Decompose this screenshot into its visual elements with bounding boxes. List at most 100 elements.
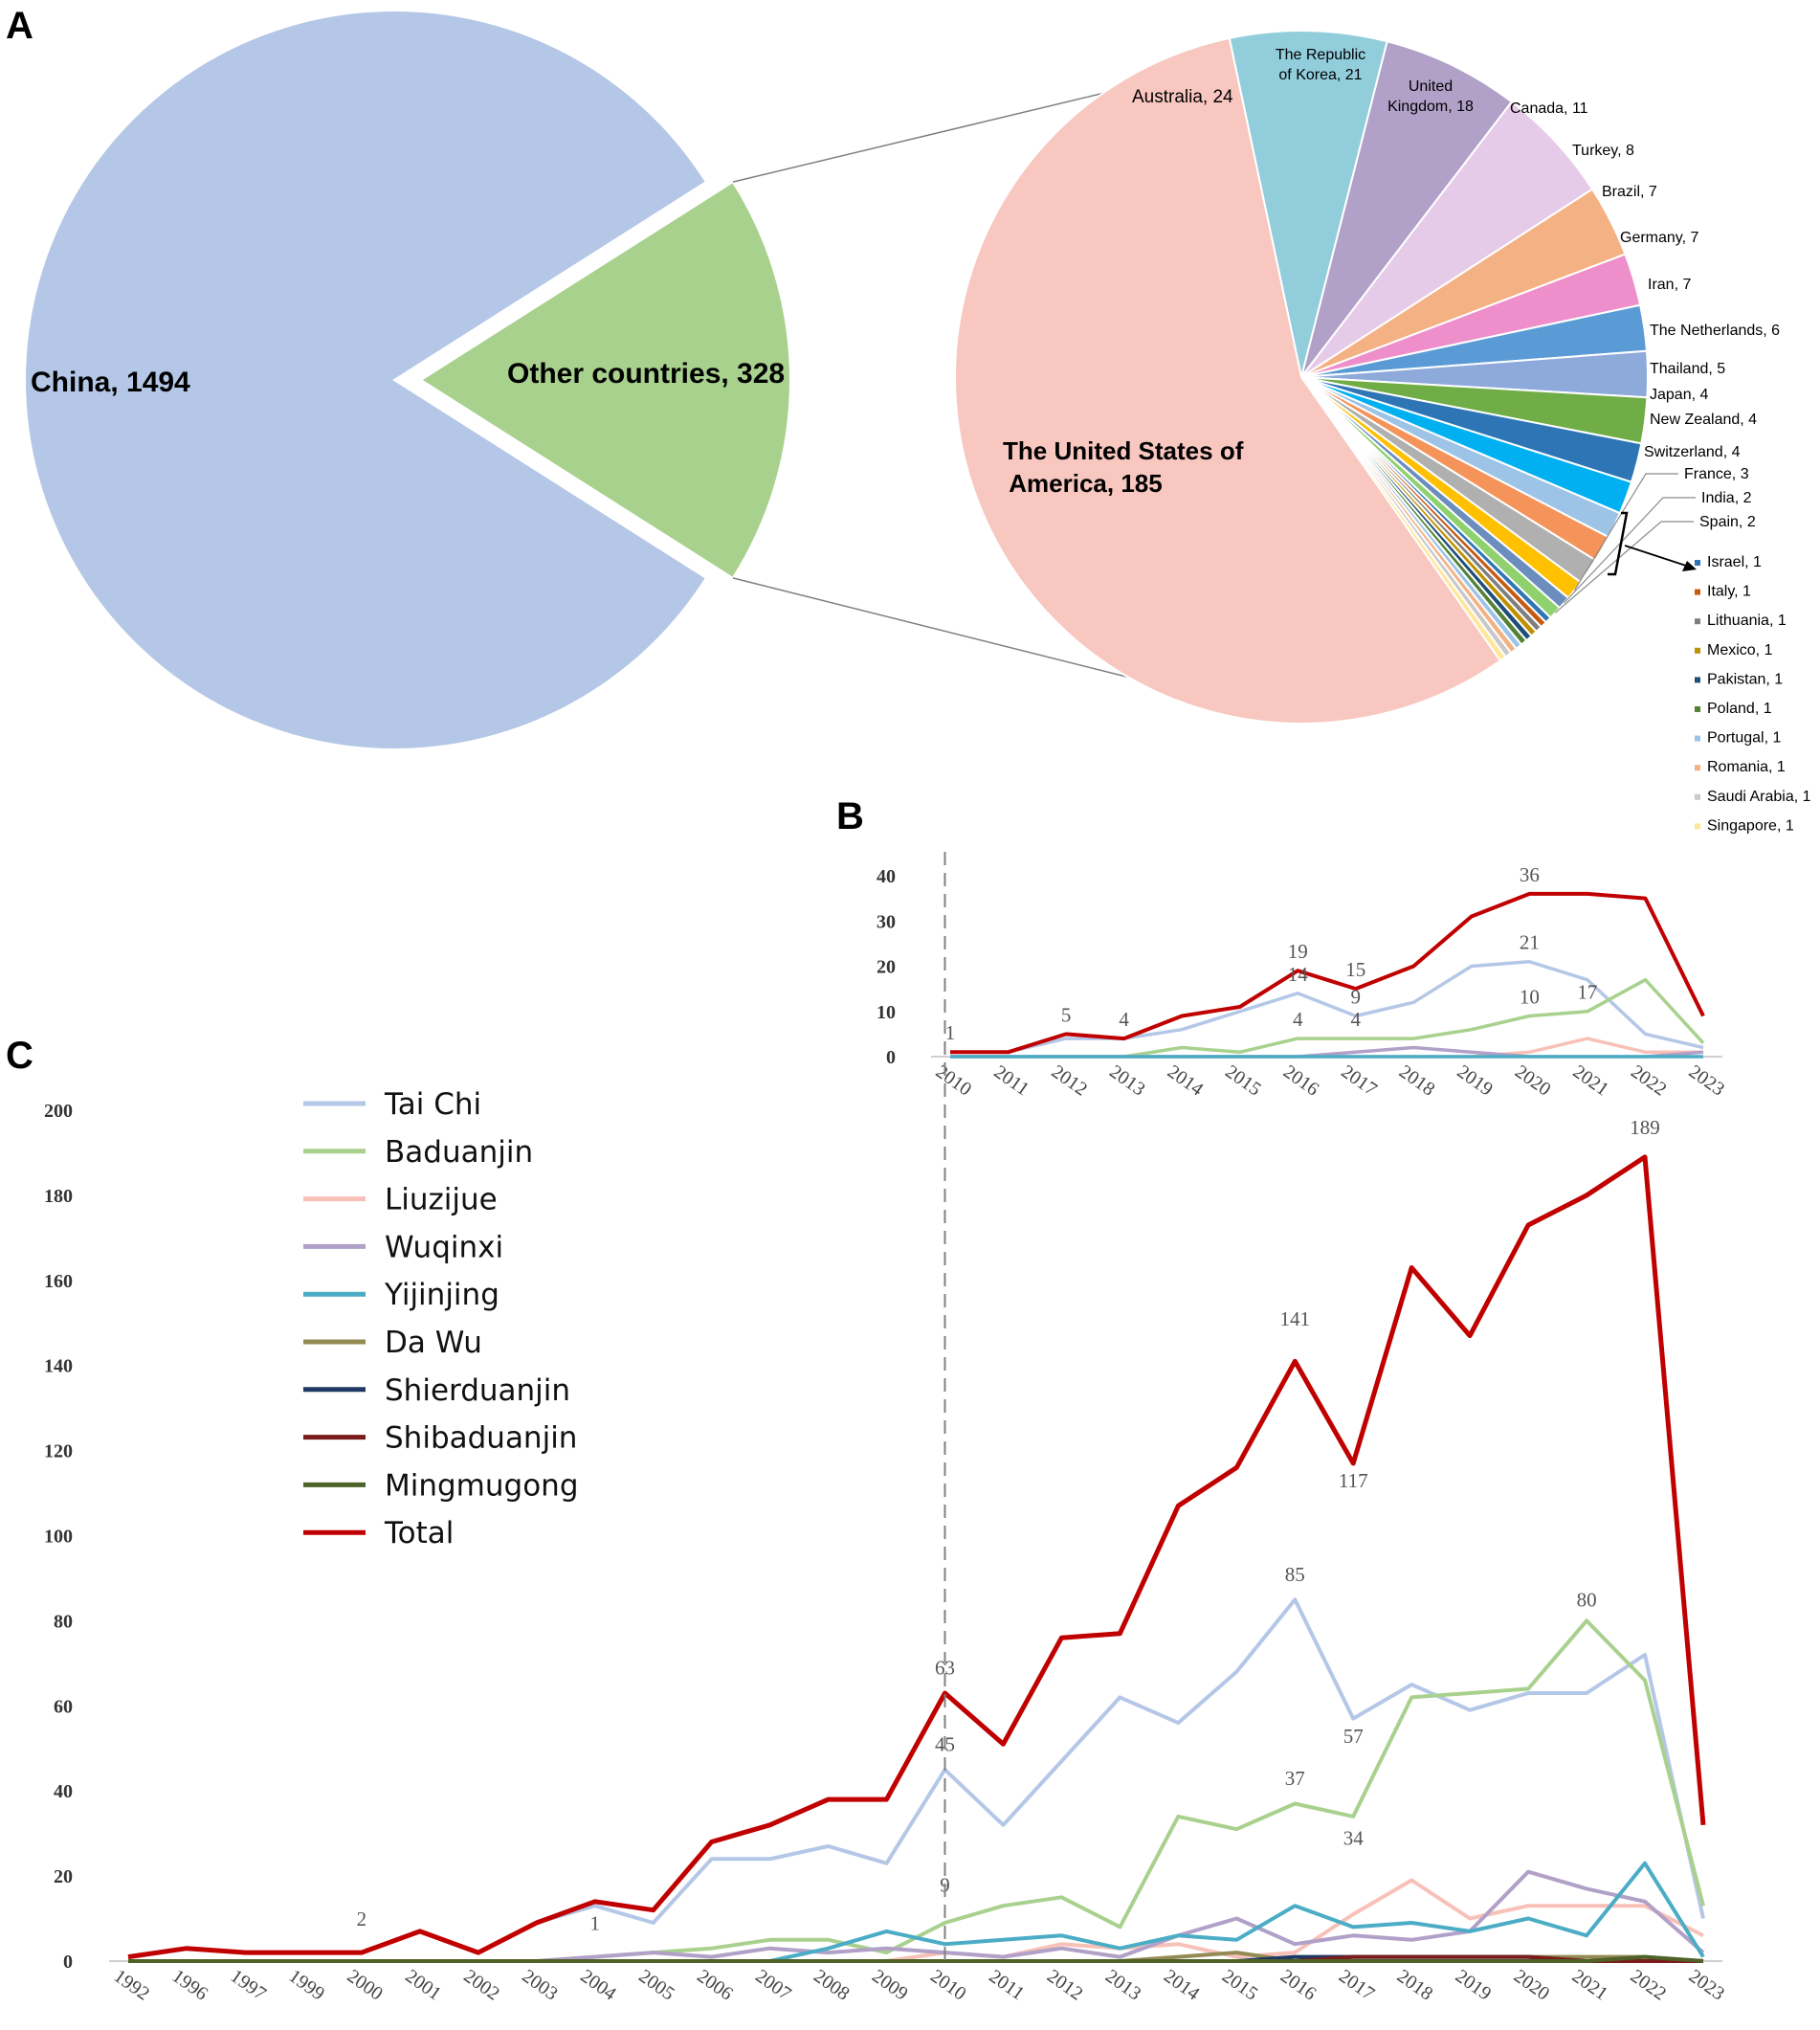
panel-b-line-chart: 0 10 20 30 40 2010 2011 2012 2013 2014 2015 2016 201… (877, 863, 1728, 1101)
c-data-label-4: 63 (935, 1657, 955, 1680)
b-x-tick-2019: 2019 (1454, 1061, 1497, 1101)
legend-label-baduanjin: Baduanjin (385, 1135, 533, 1170)
legend-swatch-romania (1695, 765, 1700, 771)
c-y-tick-140: 140 (44, 1356, 73, 1377)
c-x-tick-2011: 2011 (985, 1966, 1028, 2005)
pie-label-turkey: Turkey, 8 (1572, 143, 1634, 159)
legend-label-saudi-arabia: Saudi Arabia, 1 (1707, 789, 1811, 805)
c-x-tick-1999: 1999 (285, 1966, 328, 2005)
legend-label-total: Total (384, 1516, 454, 1550)
pie-label-india: India, 2 (1701, 490, 1752, 506)
c-data-label-8: 57 (1343, 1725, 1364, 1748)
legend-swatch-poland (1695, 706, 1700, 712)
legend-label-israel: Israel, 1 (1707, 554, 1762, 570)
legend-label-yijinjing: Yijinjing (384, 1278, 499, 1312)
b-data-label-11: 10 (1520, 985, 1540, 1008)
b-x-tick-2013: 2013 (1105, 1061, 1148, 1101)
c-data-label-9: 37 (1285, 1767, 1305, 1790)
legend-label-mexico: Mexico, 1 (1707, 642, 1773, 658)
c-data-label-6: 117 (1339, 1469, 1368, 1492)
pie-label-japan: Japan, 4 (1650, 387, 1708, 403)
small-countries-legend: Israel, 1 Italy, 1 Lithuania, 1 Mexico, 1 Pa… (1695, 554, 1811, 834)
pie-label-united-kingdom: United Kingdom, 18 (1387, 78, 1474, 115)
pie-label-other-countries: Other countries, 328 (507, 358, 785, 390)
c-data-label-7: 85 (1285, 1563, 1305, 1586)
pie-slice-australia (1228, 29, 1388, 378)
legend-label-liuzijue: Liuzijue (385, 1183, 498, 1217)
pie-label-canada: Canada, 11 (1510, 100, 1588, 117)
b-x-tick-2010: 2010 (932, 1061, 975, 1101)
b-x-tick-2020: 2020 (1511, 1061, 1554, 1101)
legend-swatch-pakistan (1695, 677, 1700, 683)
b-data-label-6: 14 (1288, 963, 1309, 986)
legend-label-pakistan: Pakistan, 1 (1707, 671, 1783, 687)
legend-label-shibaduanjin: Shibaduanjin (385, 1421, 577, 1456)
b-x-tick-2015: 2015 (1221, 1061, 1264, 1101)
legend-label-wuqinxi: Wuqinxi (385, 1230, 503, 1264)
pie-slice-the-republic-of-korea (1300, 40, 1514, 378)
b-series-total (950, 891, 1705, 1055)
pie-label-germany: Germany, 7 (1620, 230, 1699, 246)
legend-label-mingmugong: Mingmugong (385, 1468, 579, 1503)
pie-label-the-united-states-of-america: The United States of America, 185 (1003, 436, 1244, 498)
c-series-mingmugong (128, 1954, 1704, 1963)
b-x-tick-2021: 2021 (1569, 1061, 1612, 1101)
c-x-tick-2021: 2021 (1568, 1966, 1611, 2005)
panel-label-b: B (836, 795, 864, 837)
c-x-tick-2008: 2008 (810, 1966, 853, 2005)
c-y-tick-0: 0 (63, 1952, 73, 1973)
c-data-label-1: 1 (589, 1911, 600, 1934)
panel-label-c: C (6, 1035, 33, 1077)
c-x-tick-2003: 2003 (518, 1966, 561, 2005)
c-x-tick-2015: 2015 (1218, 1966, 1261, 2005)
pie-label-thailand: Thailand, 5 (1650, 361, 1725, 377)
b-data-label-8: 21 (1520, 931, 1540, 954)
b-x-tick-2014: 2014 (1164, 1061, 1207, 1101)
pie-label-the-netherlands: The Netherlands, 6 (1650, 323, 1780, 339)
small-slices-arrowhead (1682, 561, 1697, 571)
pie-label-france: France, 3 (1684, 466, 1749, 482)
legend-swatch-lithuania (1695, 618, 1700, 625)
b-data-label-4: 15 (1345, 958, 1365, 981)
b-data-label-1: 5 (1061, 1003, 1072, 1026)
pie-label-brazil: Brazil, 7 (1602, 184, 1657, 200)
legend-label-da-wu: Da Wu (385, 1326, 482, 1360)
c-x-tick-2000: 2000 (344, 1966, 387, 2005)
b-y-tick-0: 0 (886, 1047, 896, 1068)
b-data-label-12: 17 (1577, 981, 1597, 1004)
other-countries-pie-chart: The United States of America, 185 Austral… (732, 29, 1780, 725)
b-x-tick-2017: 2017 (1338, 1061, 1381, 1101)
c-y-tick-100: 100 (44, 1527, 73, 1548)
overall-pie-chart: China, 1494 Other countries, 328 (24, 10, 791, 750)
b-y-tick-40: 40 (877, 866, 896, 887)
c-y-tick-40: 40 (54, 1781, 73, 1802)
legend-swatch-mexico (1695, 647, 1700, 654)
legend-label-lithuania: Lithuania, 1 (1707, 613, 1787, 629)
legend-label-italy: Italy, 1 (1707, 584, 1751, 600)
b-x-tick-2011: 2011 (990, 1061, 1033, 1101)
c-x-tick-1992: 1992 (110, 1966, 153, 2005)
c-y-tick-20: 20 (54, 1866, 73, 1887)
b-series-tai-chi (950, 960, 1704, 1055)
c-x-tick-2019: 2019 (1452, 1966, 1495, 2005)
connector-line-top (732, 92, 1103, 183)
c-x-tick-1997: 1997 (227, 1966, 270, 2005)
c-x-tick-2018: 2018 (1393, 1966, 1436, 2005)
c-x-tick-2006: 2006 (693, 1966, 736, 2005)
legend-label-portugal: Portugal, 1 (1707, 730, 1781, 747)
c-x-tick-2007: 2007 (751, 1966, 794, 2005)
c-x-tick-2016: 2016 (1276, 1966, 1320, 2005)
c-series-total (127, 1154, 1706, 1960)
c-x-tick-2020: 2020 (1510, 1966, 1553, 2005)
b-x-tick-2012: 2012 (1048, 1061, 1091, 1101)
pie-label-switzerland: Switzerland, 4 (1644, 444, 1741, 460)
b-data-label-7: 9 (1351, 985, 1362, 1008)
b-data-label-9: 4 (1293, 1008, 1303, 1031)
c-y-tick-60: 60 (54, 1696, 73, 1717)
pie-label-iran: Iran, 7 (1648, 277, 1691, 293)
b-y-tick-30: 30 (877, 911, 896, 932)
c-x-tick-2022: 2022 (1627, 1966, 1670, 2005)
c-data-label-5: 141 (1280, 1307, 1311, 1330)
